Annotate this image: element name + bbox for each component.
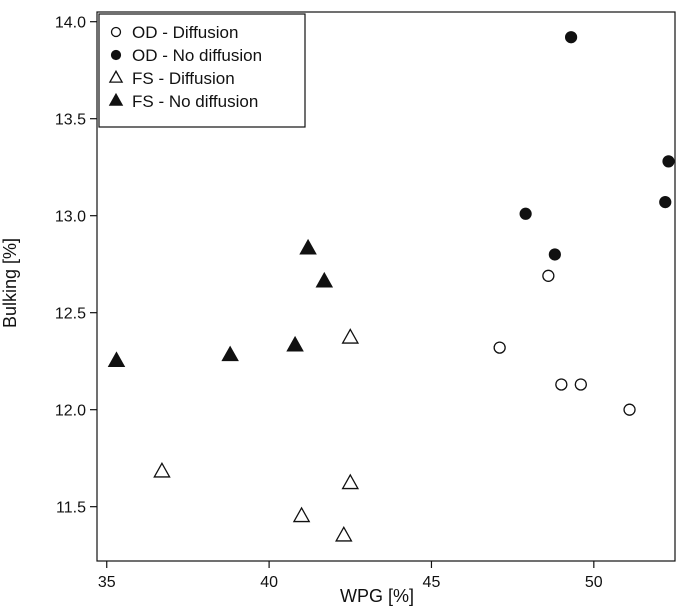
point-series-1-1 bbox=[493, 341, 506, 354]
point-series-2-3 bbox=[564, 31, 578, 44]
point-series-1-3 bbox=[555, 378, 568, 391]
x-tick-label-45: 45 bbox=[423, 574, 441, 591]
point-series-4-5 bbox=[315, 271, 334, 288]
point-series-4-1 bbox=[107, 351, 126, 368]
y-tick-label-14.0: 14.0 bbox=[55, 15, 86, 32]
legend-box bbox=[98, 13, 306, 128]
point-series-4-3 bbox=[286, 335, 304, 352]
y-tick-label-13.5: 13.5 bbox=[55, 112, 86, 129]
point-series-1-4 bbox=[574, 378, 587, 391]
x-tick-label-40: 40 bbox=[260, 574, 278, 591]
point-series-1-5 bbox=[623, 403, 636, 416]
legend-marker-2 bbox=[110, 49, 122, 61]
legend-label-2: OD - No diffusion bbox=[132, 46, 262, 65]
point-series-4-4 bbox=[299, 238, 317, 255]
point-series-3-2 bbox=[292, 506, 311, 523]
point-series-2-5 bbox=[662, 155, 675, 168]
point-series-1-2 bbox=[542, 269, 555, 282]
y-tick-label-13.0: 13.0 bbox=[55, 209, 86, 226]
y-tick-label-12.5: 12.5 bbox=[55, 306, 86, 323]
legend: OD - Diffusion OD - No diffusion FS - Diff… bbox=[98, 13, 306, 128]
point-series-4-2 bbox=[221, 345, 239, 362]
x-axis-label: WPG [%] bbox=[340, 586, 414, 606]
plot-frame bbox=[96, 11, 676, 562]
point-series-2-1 bbox=[519, 207, 532, 220]
legend-marker-4 bbox=[108, 92, 124, 106]
x-tick-label-35: 35 bbox=[98, 574, 116, 591]
point-series-3-5 bbox=[341, 328, 360, 344]
point-series-2-4 bbox=[659, 196, 672, 209]
legend-label-3: FS - Diffusion bbox=[132, 69, 235, 88]
point-series-3-1 bbox=[153, 462, 171, 478]
legend-label-1: OD - Diffusion bbox=[132, 23, 238, 42]
legend-label-4: FS - No diffusion bbox=[132, 92, 258, 111]
point-series-3-4 bbox=[341, 473, 360, 490]
legend-marker-1 bbox=[110, 26, 122, 38]
y-axis-label: Bulking [%] bbox=[0, 238, 20, 328]
point-series-3-3 bbox=[335, 526, 353, 542]
point-series-2-2 bbox=[548, 248, 561, 261]
y-tick-label-12.0: 12.0 bbox=[55, 403, 86, 420]
x-tick-label-50: 50 bbox=[585, 574, 603, 591]
legend-marker-3 bbox=[108, 69, 124, 83]
points-layer bbox=[107, 31, 675, 542]
plot-layer bbox=[96, 11, 676, 562]
y-tick-label-11.5: 11.5 bbox=[56, 500, 86, 517]
ticks-layer: 35 40 45 50 11.5 12.0 12.5 13.0 13.5 14.0 bbox=[55, 15, 603, 591]
